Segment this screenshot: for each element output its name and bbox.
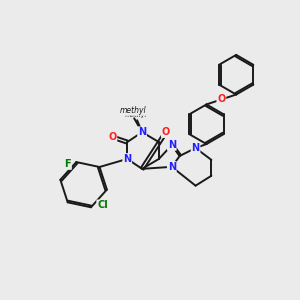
Text: methyl: methyl	[124, 113, 146, 118]
Text: N: N	[168, 162, 176, 172]
Text: N: N	[168, 140, 176, 150]
Text: N: N	[138, 127, 146, 137]
Text: O: O	[162, 127, 170, 137]
Text: N: N	[191, 143, 200, 153]
Text: Cl: Cl	[97, 200, 108, 210]
Text: F: F	[64, 159, 71, 169]
Text: O: O	[217, 94, 226, 104]
Text: methyl: methyl	[120, 106, 146, 115]
Text: O: O	[108, 132, 116, 142]
Text: N: N	[123, 154, 131, 164]
